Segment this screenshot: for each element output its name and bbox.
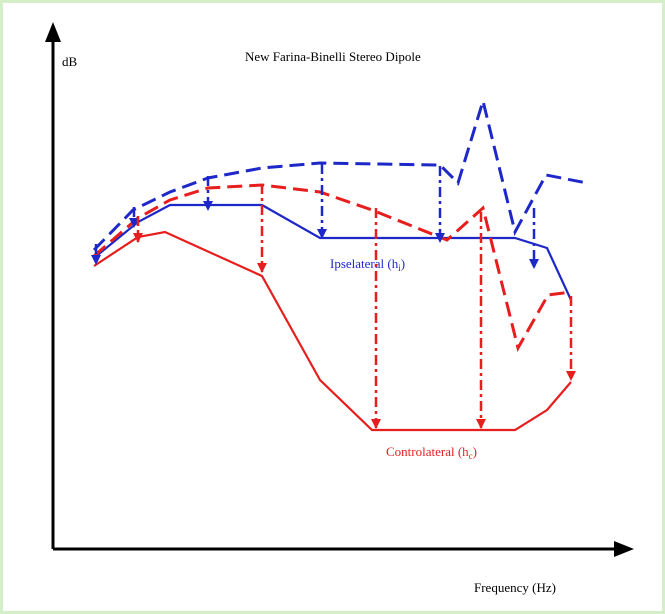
x-axis-label: Frequency (Hz)	[474, 580, 556, 595]
y-axis-label: dB	[62, 54, 78, 69]
ipsilateral-dashed-curve	[92, 95, 588, 252]
contralateral-solid-curve	[93, 230, 572, 432]
x-axis-arrowhead	[614, 541, 634, 557]
chart-title: New Farina-Binelli Stereo Dipole	[245, 49, 421, 64]
y-axis-arrowhead	[45, 22, 61, 42]
contralateral-difference-arrows	[133, 184, 576, 429]
ipsilateral-label: Ipselateral (hi)	[330, 256, 405, 273]
ipsilateral-difference-arrows	[91, 164, 539, 269]
axes	[45, 22, 634, 557]
ipsilateral-solid-curve	[93, 203, 572, 301]
contralateral-label: Controlateral (hc)	[386, 444, 477, 461]
contralateral-dashed-curve	[93, 183, 572, 353]
